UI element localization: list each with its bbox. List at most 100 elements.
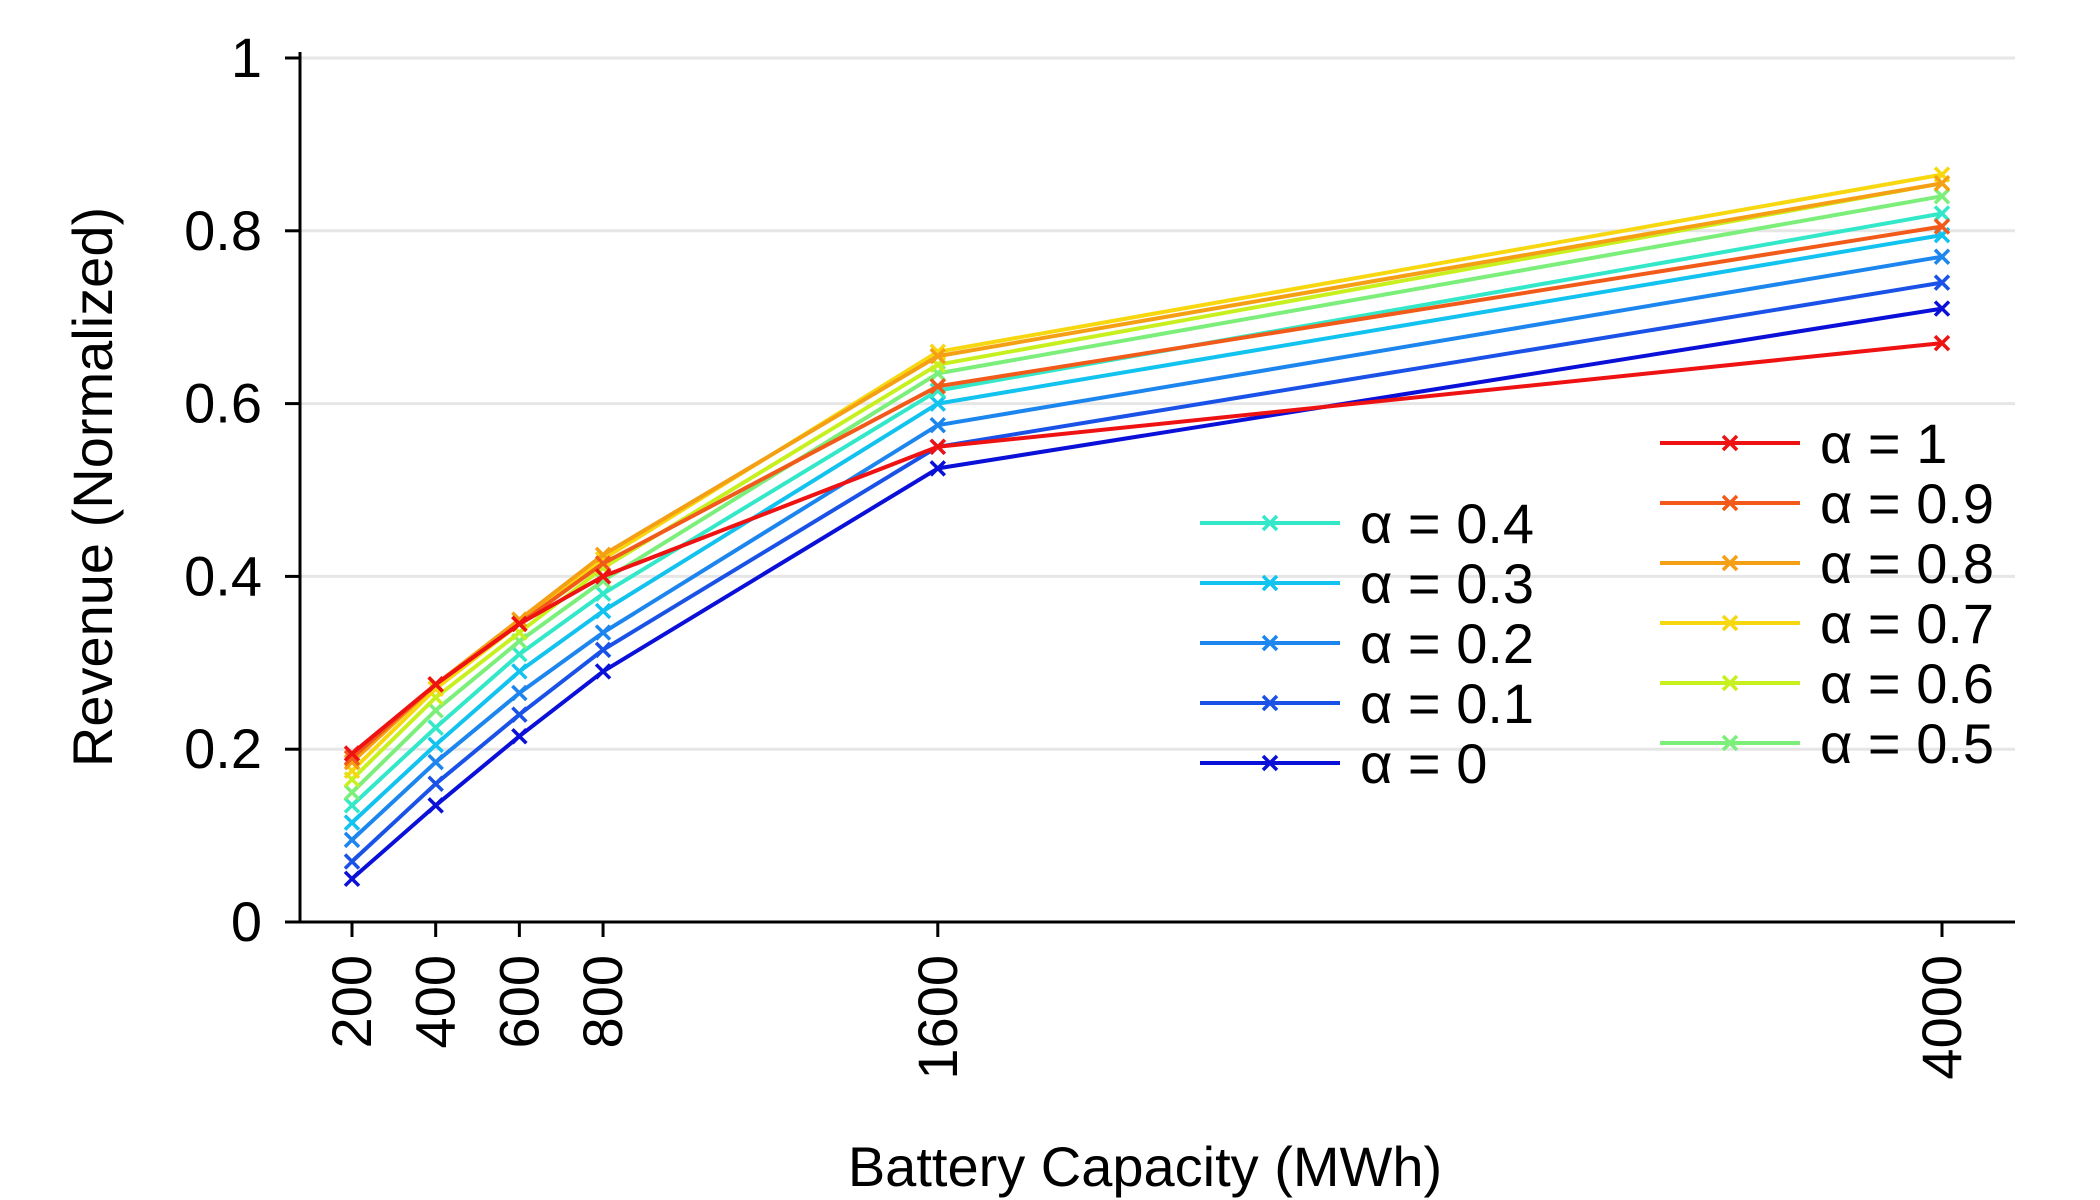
data-point-marker (1933, 248, 1951, 265)
series-line (343, 226, 1951, 831)
data-point-marker (427, 719, 444, 736)
data-point-marker (1933, 274, 1951, 291)
legend-item: α = 0.4 (1200, 492, 1534, 555)
y-ticks: 0 0.2 0.4 0.6 0.8 1 (184, 26, 300, 953)
data-point-marker (427, 676, 444, 693)
legend-item: α = 1 (1660, 412, 1947, 475)
data-point-marker (594, 624, 612, 641)
data-point-marker (343, 745, 361, 762)
data-point-marker (594, 550, 612, 568)
series-path (350, 181, 1943, 781)
data-point-marker (511, 611, 528, 628)
series-path (350, 341, 1943, 756)
legend-item: α = 0.9 (1660, 472, 1994, 535)
data-point-marker (594, 663, 612, 680)
data-point-marker (1933, 205, 1951, 222)
data-point-marker (511, 663, 528, 680)
series-path (350, 306, 1943, 881)
series-line (343, 175, 1951, 788)
data-point-marker (427, 775, 444, 792)
data-point-marker (594, 641, 612, 659)
series-line (343, 188, 1951, 801)
series-line (343, 248, 1951, 849)
legend-marker (1721, 734, 1739, 752)
legend-label: α = 0.6 (1820, 652, 1994, 715)
y-tick-label: 0.8 (184, 199, 262, 262)
x-tick-label: 1600 (906, 955, 969, 1080)
data-point-marker (511, 615, 528, 633)
legend-item: α = 0.3 (1200, 552, 1534, 615)
data-point-marker (343, 749, 361, 767)
data-point-marker (594, 602, 612, 620)
data-point-marker (1933, 188, 1951, 205)
data-point-marker (594, 555, 612, 572)
data-point-marker (594, 568, 612, 585)
legend-label: α = 0.2 (1360, 612, 1534, 675)
data-point-marker (1933, 334, 1951, 352)
legend-marker (1261, 754, 1279, 772)
data-point-marker (343, 853, 361, 870)
data-point-marker (929, 460, 947, 477)
series-line (343, 334, 1951, 762)
legend-label: α = 0.7 (1820, 592, 1994, 655)
data-point-marker (511, 684, 528, 702)
series-path (350, 194, 1943, 794)
legend-marker (1721, 434, 1739, 452)
legend-label: α = 0.8 (1820, 532, 1994, 595)
series-path (350, 280, 1943, 863)
legend-item: α = 0.2 (1200, 612, 1534, 675)
legend-marker (1261, 634, 1279, 652)
y-tick-label: 1 (231, 26, 262, 89)
x-axis-label: Battery Capacity (MWh) (848, 1135, 1442, 1198)
data-point-marker (343, 814, 361, 831)
series-line (343, 300, 1951, 888)
x-tick-label: 800 (571, 955, 634, 1048)
legend-label: α = 0.9 (1820, 472, 1994, 535)
legend-item: α = 0.8 (1660, 532, 1994, 595)
data-point-marker (427, 680, 444, 697)
legend-marker (1261, 574, 1279, 592)
legend-label: α = 0.4 (1360, 492, 1534, 555)
x-tick-label: 400 (404, 955, 467, 1048)
legend-item: α = 0 (1200, 732, 1487, 795)
data-point-marker (427, 736, 444, 754)
data-point-marker (343, 831, 361, 849)
series-path (350, 211, 1943, 807)
data-point-marker (929, 378, 947, 395)
data-point-marker (511, 706, 528, 723)
legend-item: α = 0.5 (1660, 712, 1994, 775)
series-path (350, 254, 1943, 842)
data-point-marker (1933, 300, 1951, 317)
x-tick-label: 600 (487, 955, 550, 1048)
y-tick-label: 0.6 (184, 372, 262, 435)
series-group (343, 166, 1951, 888)
legend-item: α = 0.7 (1660, 592, 1994, 655)
legend-marker (1721, 554, 1739, 572)
data-point-marker (427, 753, 444, 771)
y-tick-label: 0.2 (184, 717, 262, 780)
data-point-marker (1933, 175, 1951, 192)
x-ticks: 200 400 600 800 1600 4000 (320, 922, 1973, 1080)
legend-label: α = 1 (1820, 412, 1947, 475)
legend-marker (1261, 514, 1279, 532)
legend-label: α = 0.5 (1820, 712, 1994, 775)
data-point-marker (511, 645, 528, 663)
data-point-marker (343, 870, 361, 888)
legend-marker (1261, 694, 1279, 712)
data-point-marker (427, 702, 444, 719)
legend-label: α = 0.3 (1360, 552, 1534, 615)
series-path (350, 233, 1943, 825)
y-tick-label: 0.4 (184, 544, 262, 607)
data-point-marker (511, 728, 528, 745)
x-tick-label: 4000 (1910, 955, 1973, 1080)
legend-label: α = 0.1 (1360, 672, 1534, 735)
data-point-marker (929, 416, 947, 434)
data-point-marker (1933, 218, 1951, 235)
x-tick-label: 200 (320, 955, 383, 1048)
data-point-marker (929, 438, 947, 456)
data-point-marker (427, 797, 444, 814)
data-point-marker (929, 347, 947, 365)
legend-item: α = 0.6 (1660, 652, 1994, 715)
series-path (350, 224, 1943, 760)
